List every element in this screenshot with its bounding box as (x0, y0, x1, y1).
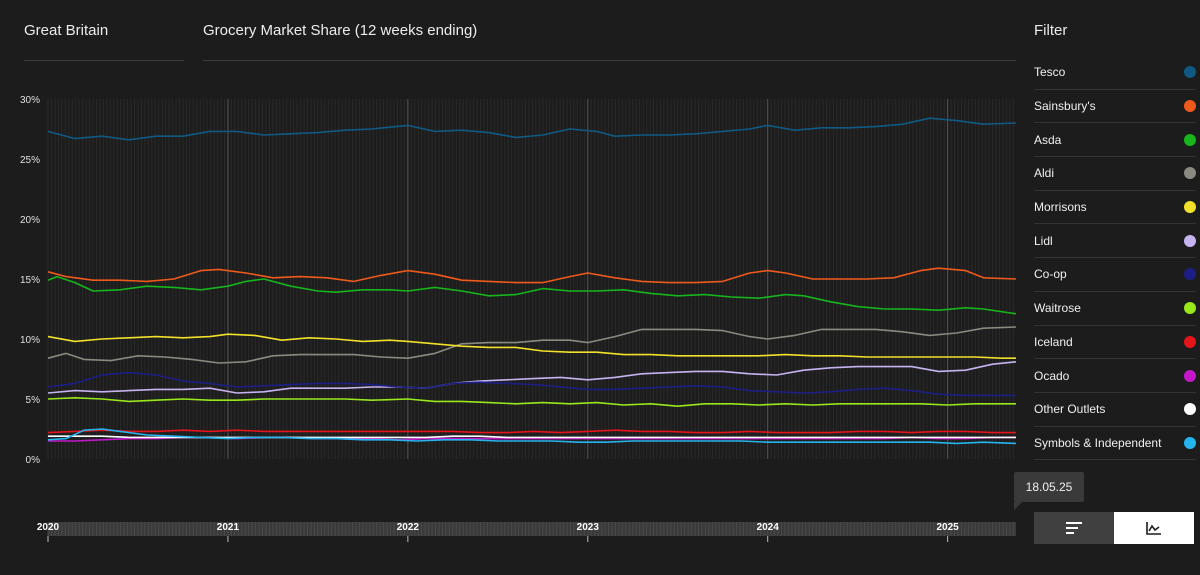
filter-item-label: Tesco (1034, 65, 1066, 80)
x-tick-label: 2021 (217, 522, 240, 533)
filter-item-aldi[interactable]: Aldi (1034, 157, 1196, 191)
series-line-symbols-independent (47, 428, 1017, 445)
filter-item-iceland[interactable]: Iceland (1034, 326, 1196, 360)
filter-item-label: Waitrose (1034, 301, 1081, 316)
filter-color-dot (1184, 201, 1196, 214)
filter-color-dot (1184, 234, 1196, 247)
filter-color-dot (1184, 133, 1196, 146)
filter-item-label: Iceland (1034, 334, 1073, 349)
series-line-aldi (47, 326, 1017, 364)
filter-item-label: Sainsbury's (1034, 99, 1096, 114)
filter-item-ocado[interactable]: Ocado (1034, 359, 1196, 393)
filter-item-asda[interactable]: Asda (1034, 123, 1196, 158)
bar-list-icon (1066, 522, 1082, 534)
filter-color-dot (1184, 66, 1196, 79)
line-view-button[interactable] (1114, 512, 1194, 544)
filter-item-label: Co-op (1034, 267, 1067, 282)
table-view-button[interactable] (1034, 512, 1114, 544)
x-tick-label: 2022 (397, 522, 420, 533)
filter-item-symbols-independent[interactable]: Symbols & Independent (1034, 427, 1196, 461)
region-underline (24, 60, 184, 61)
region-title[interactable]: Great Britain (24, 22, 109, 39)
filter-color-dot (1184, 302, 1196, 315)
y-tick-label: 15% (20, 275, 40, 286)
view-toggle (1034, 512, 1194, 544)
series-line-waitrose (47, 397, 1016, 407)
series-line-lidl (47, 361, 1017, 394)
filter-list: Tesco Sainsbury's Asda Aldi Morrisons Lidl Co-… (1034, 56, 1196, 461)
series-line-tesco (47, 117, 1017, 141)
filter-color-dot (1184, 167, 1196, 180)
filter-item-label: Ocado (1034, 368, 1070, 383)
filter-color-dot (1184, 369, 1196, 382)
filter-color-dot (1184, 403, 1196, 416)
y-tick-label: 20% (20, 215, 40, 226)
filter-item-tesco[interactable]: Tesco (1034, 56, 1196, 90)
x-tick-label: 2025 (937, 522, 960, 533)
filter-item-label: Other Outlets (1034, 402, 1106, 417)
filter-item-label: Asda (1034, 132, 1062, 147)
filter-color-dot (1184, 335, 1196, 348)
filter-color-dot (1184, 100, 1196, 113)
filter-item-label: Lidl (1034, 233, 1053, 248)
line-chart-icon (1146, 522, 1161, 535)
y-tick-label: 5% (26, 395, 41, 406)
series-line-asda (47, 275, 1017, 315)
series-line-co-op (47, 371, 1016, 397)
filter-color-dot (1184, 268, 1196, 281)
series-line-morrisons (47, 333, 1016, 359)
filter-item-sainsbury-s[interactable]: Sainsbury's (1034, 90, 1196, 124)
y-tick-label: 25% (20, 155, 40, 166)
timeline-scrubber[interactable]: 2020 2021 2022 2023 2024 2025 (0, 512, 1020, 552)
filter-item-morrisons[interactable]: Morrisons (1034, 191, 1196, 225)
x-tick-label: 2020 (37, 522, 60, 533)
date-tooltip: 18.05.25 (1014, 472, 1084, 510)
filter-item-label: Symbols & Independent (1034, 435, 1162, 450)
title-underline (203, 60, 1016, 61)
x-tick-label: 2024 (757, 522, 780, 533)
filter-item-other-outlets[interactable]: Other Outlets (1034, 393, 1196, 427)
filter-color-dot (1184, 436, 1196, 449)
y-tick-label: 30% (20, 95, 40, 106)
date-tooltip-label: 18.05.25 (1025, 480, 1073, 494)
chart-title: Grocery Market Share (12 weeks ending) (203, 22, 478, 39)
filter-item-label: Morrisons (1034, 200, 1087, 215)
filter-item-waitrose[interactable]: Waitrose (1034, 292, 1196, 326)
filter-item-lidl[interactable]: Lidl (1034, 224, 1196, 259)
market-share-chart[interactable]: 0% 5% 10% 15% 20% 25% 30% (0, 80, 1020, 475)
filter-item-label: Aldi (1034, 166, 1055, 181)
filter-item-co-op[interactable]: Co-op (1034, 258, 1196, 292)
series-line-sainsbury-s (47, 267, 1017, 284)
y-tick-label: 0% (26, 455, 41, 466)
y-tick-label: 10% (20, 335, 40, 346)
series-line-iceland (47, 429, 1016, 434)
x-tick-label: 2023 (577, 522, 600, 533)
filter-title: Filter (1034, 22, 1068, 39)
